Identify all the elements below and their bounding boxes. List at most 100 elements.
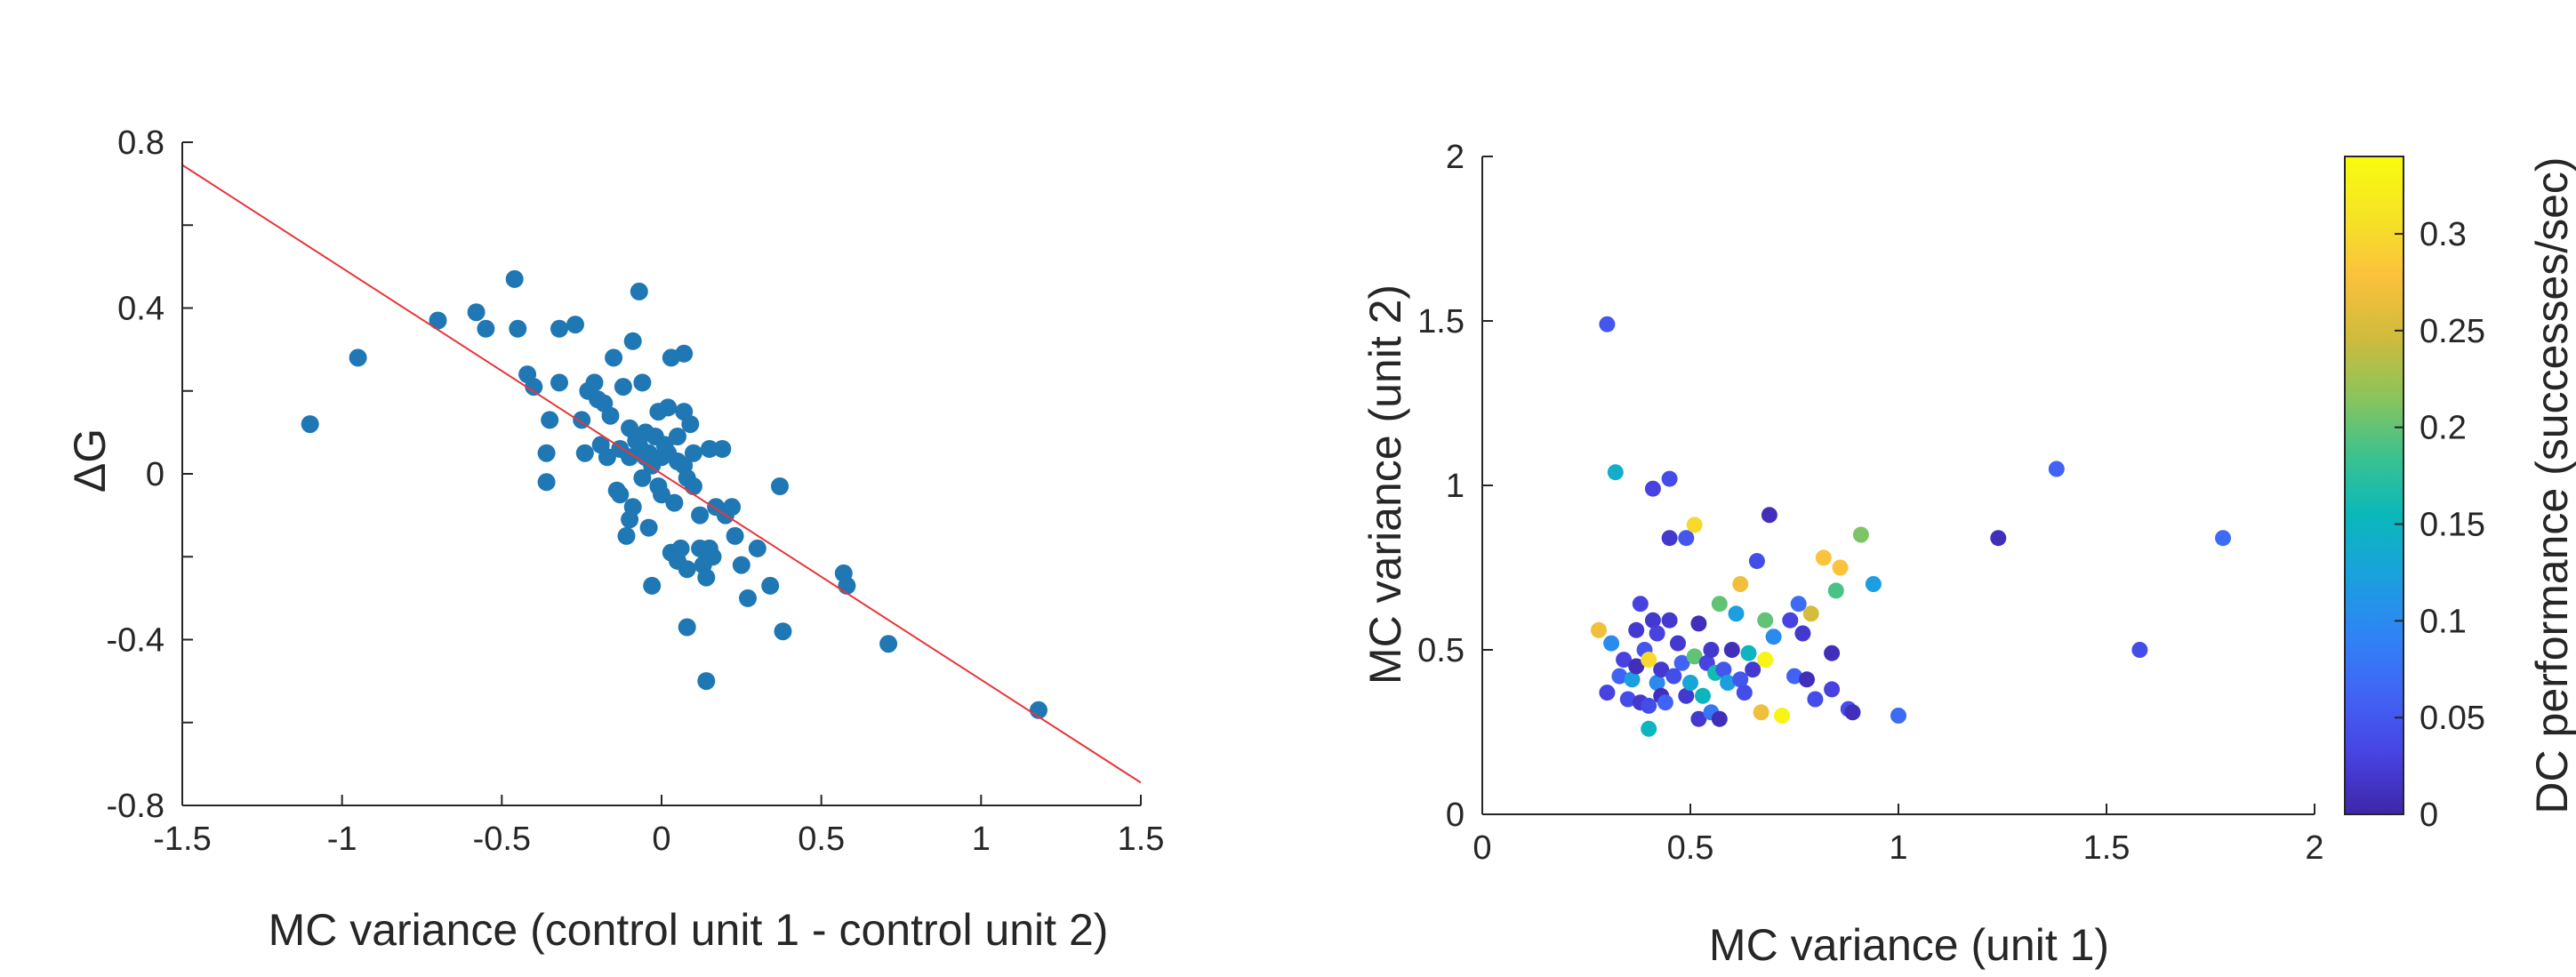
data-point	[1824, 681, 1841, 698]
data-point	[723, 498, 742, 517]
data-point	[1715, 661, 1732, 678]
data-point	[1711, 596, 1728, 613]
data-point	[1790, 596, 1807, 613]
data-point	[1723, 642, 1740, 658]
data-point	[639, 518, 658, 537]
data-point	[748, 539, 766, 557]
data-point	[541, 411, 559, 429]
data-point	[1844, 704, 1861, 721]
x-tick-label: 1.5	[1118, 821, 1165, 858]
data-point	[1794, 625, 1811, 642]
data-point	[575, 444, 594, 462]
data-point	[1827, 582, 1844, 599]
data-point	[1686, 648, 1703, 665]
data-point	[1686, 517, 1703, 533]
data-point	[1644, 480, 1661, 497]
data-point	[614, 378, 632, 396]
data-point	[2215, 530, 2231, 547]
data-point	[1641, 697, 1657, 714]
data-point	[1661, 470, 1678, 487]
data-point	[726, 526, 744, 545]
data-point	[691, 506, 710, 525]
left-x-axis-label: MC variance (control unit 1 - control un…	[269, 905, 1109, 955]
data-point	[697, 672, 716, 691]
colorbar-label: DC performance (successes/sec)	[2527, 156, 2576, 813]
colorbar: 0 0.05 0.1 0.15 0.2 0.25 0.3 DC performance (s…	[2344, 156, 2576, 834]
data-point	[1703, 642, 1720, 658]
y-tick-label: 0.5	[1417, 632, 1465, 669]
data-point	[1678, 530, 1695, 547]
data-point	[669, 428, 686, 445]
data-point	[349, 348, 367, 367]
data-point	[550, 319, 568, 338]
data-point	[1632, 596, 1649, 613]
data-point	[467, 303, 486, 322]
left-y-axis: -0.8 -0.4 0 0.4 0.8	[107, 124, 193, 825]
right-scatter-chart: 0 0.5 1 1.5 2 0 0.5 1 1.5 2 MC variance (unit 1)…	[1360, 139, 2324, 970]
data-point	[1641, 720, 1657, 737]
data-point	[697, 568, 716, 587]
data-point	[566, 316, 584, 334]
y-tick-label: 0	[1446, 797, 1465, 834]
right-points-layer	[1591, 316, 2231, 737]
x-tick-label: -1	[327, 821, 357, 858]
data-point	[633, 468, 652, 487]
data-point	[617, 526, 636, 545]
data-point	[2048, 460, 2065, 477]
y-tick-label: 0.4	[117, 291, 165, 328]
data-point	[1802, 605, 1819, 622]
data-point	[838, 576, 856, 595]
data-point	[1619, 691, 1636, 708]
data-point	[1690, 615, 1707, 632]
data-point	[1599, 316, 1616, 332]
data-point	[681, 415, 700, 434]
data-point	[1732, 576, 1749, 592]
data-point	[761, 576, 780, 595]
data-point	[2131, 642, 2148, 658]
data-point	[1865, 576, 1882, 592]
data-point	[774, 622, 792, 641]
colorbar-tick-label: 0.15	[2420, 507, 2485, 544]
colorbar-ticks: 0 0.05 0.1 0.15 0.2 0.25 0.3	[2395, 216, 2485, 834]
data-point	[1890, 708, 1906, 724]
x-tick-label: 2	[2305, 829, 2323, 867]
x-tick-label: 0.5	[798, 821, 845, 858]
data-point	[1765, 629, 1782, 645]
data-point	[1832, 559, 1849, 576]
left-x-axis: -1.5 -1 -0.5 0 0.5 1 1.5	[153, 795, 1164, 858]
data-point	[1649, 675, 1665, 691]
colorbar-tick-label: 0	[2420, 797, 2438, 834]
data-point	[1711, 710, 1728, 727]
data-point	[585, 373, 604, 392]
data-point	[1824, 645, 1841, 661]
data-point	[678, 560, 696, 579]
colorbar-tick-label: 0.3	[2420, 216, 2467, 253]
data-point	[477, 319, 495, 338]
data-point	[678, 618, 696, 637]
y-tick-label: 2	[1446, 139, 1465, 176]
data-point	[1732, 671, 1749, 688]
data-point	[1753, 704, 1769, 721]
data-point	[1644, 612, 1661, 629]
data-point	[713, 440, 732, 458]
colorbar-tick-label: 0.05	[2420, 700, 2485, 737]
data-point	[732, 556, 750, 574]
data-point	[623, 498, 642, 517]
y-tick-label: 0.8	[117, 124, 165, 162]
data-point	[1628, 658, 1645, 675]
data-point	[525, 378, 543, 396]
data-point	[1628, 621, 1645, 638]
right-x-axis-label: MC variance (unit 1)	[1709, 920, 2109, 970]
data-point	[1990, 530, 2007, 547]
data-point	[684, 444, 702, 462]
data-point	[675, 344, 694, 363]
x-tick-label: 1	[972, 821, 991, 858]
data-point	[1616, 652, 1633, 669]
data-point	[601, 406, 620, 425]
colorbar-tick-label: 0.25	[2420, 313, 2485, 350]
data-point	[301, 415, 319, 434]
y-tick-label: 1	[1446, 468, 1465, 505]
x-tick-label: 1	[1889, 829, 1907, 867]
data-point	[1720, 675, 1737, 691]
data-point	[630, 282, 648, 300]
